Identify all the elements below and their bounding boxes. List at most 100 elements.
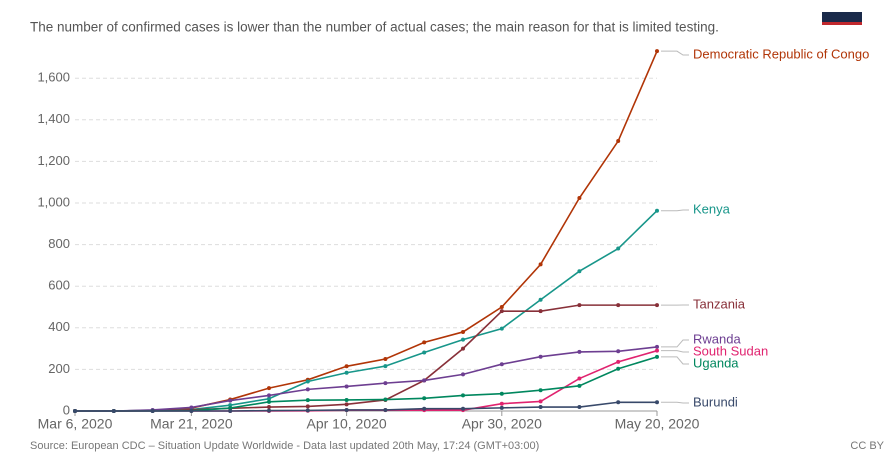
point <box>305 404 310 409</box>
point <box>616 246 621 251</box>
x-tick-label: Mar 21, 2020 <box>150 416 233 432</box>
point <box>383 397 388 402</box>
series-line <box>75 401 657 412</box>
point <box>655 344 659 349</box>
point <box>499 309 504 314</box>
point <box>616 400 621 405</box>
x-tick-label: Apr 30, 2020 <box>462 416 542 432</box>
point <box>616 349 621 354</box>
chart-title: The number of confirmed cases is lower t… <box>30 20 719 35</box>
point <box>538 399 543 404</box>
point <box>461 372 465 377</box>
point <box>538 405 543 410</box>
point <box>616 359 621 364</box>
point <box>189 409 194 413</box>
logo <box>822 12 862 22</box>
point <box>538 297 543 302</box>
point <box>305 408 310 413</box>
point <box>73 409 77 413</box>
point <box>655 354 659 359</box>
point <box>499 326 504 331</box>
point <box>383 364 388 369</box>
point <box>461 329 465 334</box>
point <box>461 393 465 398</box>
point <box>577 405 582 410</box>
point <box>422 350 427 355</box>
series-line <box>75 346 658 412</box>
point <box>538 388 543 393</box>
point <box>228 398 233 403</box>
series-label: Rwanda <box>693 331 741 346</box>
point <box>461 406 465 411</box>
y-tick-label: 0 <box>63 402 70 417</box>
series-label: Kenya <box>693 201 731 216</box>
point <box>577 269 582 274</box>
point <box>344 384 349 389</box>
y-tick-label: 1,000 <box>37 194 70 209</box>
point <box>616 303 621 308</box>
point <box>267 393 271 398</box>
point <box>422 396 427 401</box>
series-label: Tanzania <box>693 296 746 311</box>
point <box>228 406 233 411</box>
leader-line <box>661 356 689 365</box>
point <box>655 303 659 308</box>
point <box>422 378 427 383</box>
license: CC BY <box>850 440 884 452</box>
leader-line <box>661 350 689 353</box>
point <box>422 406 427 411</box>
point <box>499 305 504 309</box>
point <box>538 354 543 359</box>
point <box>616 139 621 144</box>
y-tick-label: 1,200 <box>37 153 70 168</box>
point <box>655 400 659 405</box>
point <box>150 409 155 413</box>
point <box>383 407 388 412</box>
point <box>267 396 271 401</box>
y-tick-label: 800 <box>48 236 70 251</box>
series-label: Uganda <box>693 355 739 370</box>
x-tick-label: Mar 6, 2020 <box>38 416 113 432</box>
point <box>655 208 659 213</box>
point <box>499 362 504 367</box>
y-tick-label: 200 <box>48 361 70 376</box>
point <box>499 391 504 396</box>
y-tick-label: 400 <box>48 319 70 334</box>
point <box>461 337 465 342</box>
point <box>344 402 349 407</box>
source: Source: European CDC – Situation Update … <box>30 440 539 452</box>
point <box>655 49 659 54</box>
point <box>267 405 271 410</box>
point <box>383 357 388 361</box>
point <box>267 399 271 404</box>
point <box>616 366 621 371</box>
series-label: Democratic Republic of Congo <box>693 46 869 61</box>
point <box>577 383 582 388</box>
point <box>383 381 388 386</box>
series-label: Burundi <box>693 394 738 409</box>
point <box>499 405 504 410</box>
point <box>577 376 582 381</box>
y-tick-label: 1,400 <box>37 111 70 126</box>
point <box>228 403 233 408</box>
point <box>305 379 310 384</box>
point <box>189 405 194 410</box>
point <box>267 386 271 391</box>
point <box>461 346 465 351</box>
point <box>344 364 349 369</box>
point <box>577 196 582 201</box>
leader-line <box>661 209 689 212</box>
point <box>538 262 543 267</box>
point <box>305 387 310 392</box>
point <box>267 408 271 413</box>
leader-line <box>661 339 689 348</box>
point <box>228 409 233 413</box>
x-tick-label: Apr 10, 2020 <box>307 416 387 432</box>
point <box>344 397 349 402</box>
x-tick-label: May 20, 2020 <box>615 416 700 432</box>
point <box>538 309 543 314</box>
y-tick-label: 600 <box>48 278 70 293</box>
leader-line <box>661 50 689 56</box>
